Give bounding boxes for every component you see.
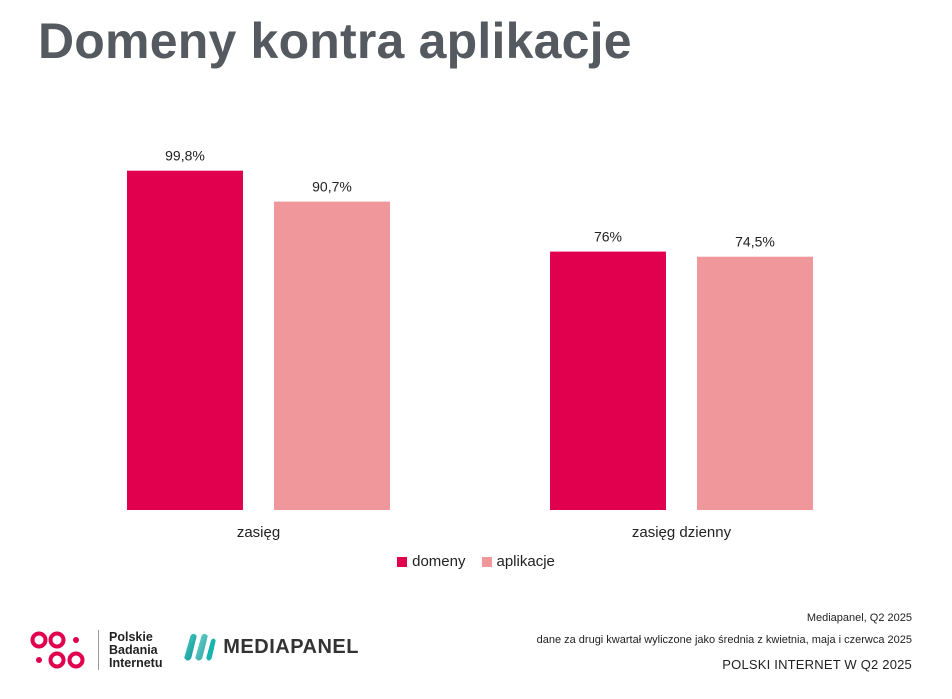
mediapanel-mark-icon xyxy=(184,633,216,661)
data-label-aplikacje-0: 90,7% xyxy=(312,179,352,195)
data-label-aplikacje-1: 74,5% xyxy=(735,234,775,250)
pbi-wordmark: Polskie Badania Internetu xyxy=(109,629,163,670)
pbi-dots-icon xyxy=(30,631,85,669)
data-label-domeny-1: 76% xyxy=(594,229,622,245)
report-tag: POLSKI INTERNET W Q2 2025 xyxy=(722,657,912,672)
legend-label-aplikacje: aplikacje xyxy=(496,553,555,570)
page-title: Domeny kontra aplikacje xyxy=(38,13,632,69)
bar-domeny-1 xyxy=(550,251,666,510)
chart-legend: domeny aplikacje xyxy=(0,553,952,570)
pbi-logo: Polskie Badania Internetu xyxy=(30,628,162,672)
legend-swatch-aplikacje xyxy=(481,556,492,567)
mediapanel-wordmark: MEDIAPANEL xyxy=(223,635,359,658)
legend-label-domeny: domeny xyxy=(412,553,466,570)
pbi-divider xyxy=(98,630,99,670)
bar-chart: 99,8% 90,7% zasięg 76% 74,5% zasięg dzienny xyxy=(127,148,813,541)
category-label-1: zasięg dzienny xyxy=(632,524,732,541)
category-label-0: zasięg xyxy=(237,524,280,541)
bar-aplikacje-1 xyxy=(697,256,813,510)
legend-item-domeny: domeny xyxy=(397,553,466,570)
pbi-line-3: Internetu xyxy=(109,655,163,670)
data-label-domeny-0: 99,8% xyxy=(165,148,205,164)
pbi-line-1: Polskie xyxy=(109,629,153,644)
bar-aplikacje-0 xyxy=(274,201,390,510)
source-text: Mediapanel, Q2 2025 xyxy=(806,612,912,624)
legend-item-aplikacje: aplikacje xyxy=(481,553,555,570)
pbi-line-2: Badania xyxy=(109,642,158,657)
mediapanel-logo: MEDIAPANEL xyxy=(181,614,359,680)
legend-swatch-domeny xyxy=(397,556,408,567)
data-note: dane za drugi kwartał wyliczone jako śre… xyxy=(536,634,912,646)
bar-domeny-0 xyxy=(127,170,243,510)
